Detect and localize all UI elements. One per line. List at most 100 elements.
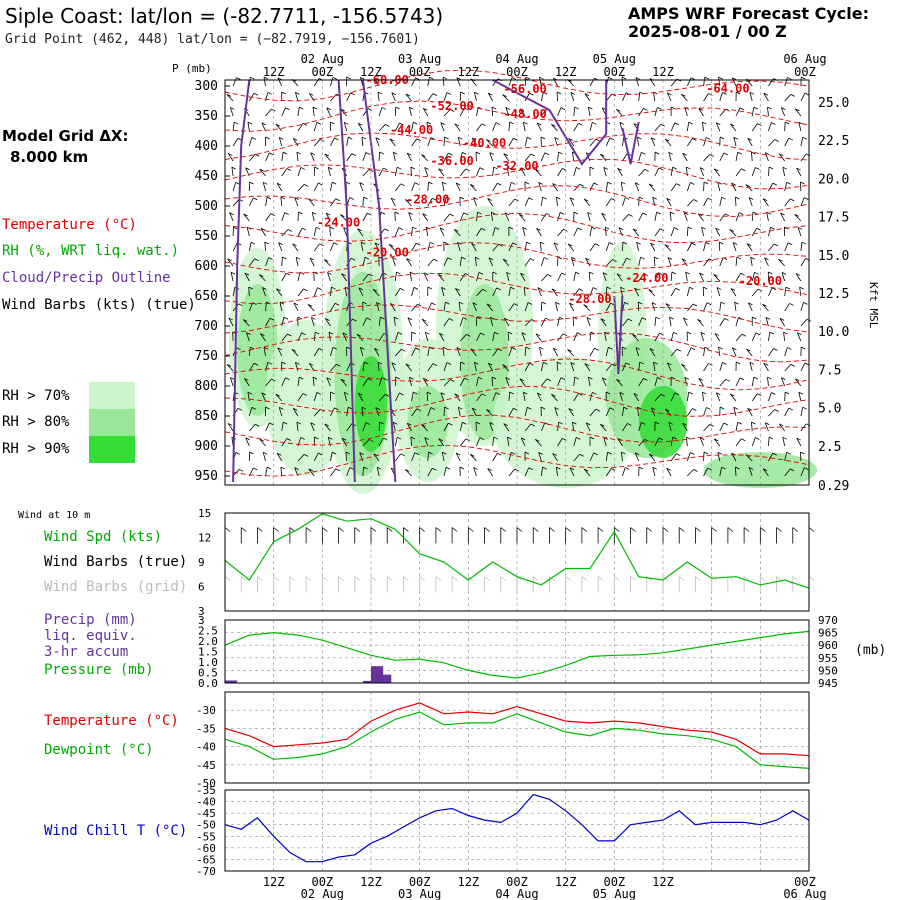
wind-barb xyxy=(687,138,693,147)
wind-barb xyxy=(540,213,547,222)
wind-barb xyxy=(586,317,592,320)
wind-barb xyxy=(486,409,493,417)
wind-barb xyxy=(751,377,755,387)
wind-barb xyxy=(377,92,380,102)
wind-barb xyxy=(432,197,437,201)
wind-barb xyxy=(459,168,467,177)
wind-barb xyxy=(725,378,730,382)
wind-barb xyxy=(626,257,631,261)
wind-barb xyxy=(406,258,412,267)
wind-barb xyxy=(476,437,481,447)
wind-barb xyxy=(459,107,465,117)
wind-barb xyxy=(249,153,256,162)
wind-panel-frame xyxy=(224,512,810,612)
wind-barb xyxy=(783,332,786,342)
wind-barb-10m xyxy=(695,527,701,532)
height-tick-label: 7.5 xyxy=(818,363,841,378)
wind-barb xyxy=(540,241,545,245)
wind-barb xyxy=(576,332,582,335)
wind-barb xyxy=(605,407,611,417)
wind-barb-10m xyxy=(565,527,571,532)
wind-barb xyxy=(681,363,686,367)
wind-barb xyxy=(462,317,468,320)
wind-barb xyxy=(237,408,243,411)
wind-barb xyxy=(293,408,298,411)
wind-barb xyxy=(287,333,292,337)
wind-barb xyxy=(263,77,266,87)
wind-barb xyxy=(379,421,384,425)
wind-barb xyxy=(524,197,530,207)
wind-barb xyxy=(508,77,513,87)
wind-barb xyxy=(297,167,302,177)
wind-barb xyxy=(405,469,412,477)
temperature-panel: -30-35-40-45-50 xyxy=(196,691,810,790)
wind-barb-grid xyxy=(808,576,815,581)
wind-barb xyxy=(439,333,445,342)
wind-barb xyxy=(735,168,742,177)
wind-barb xyxy=(569,197,575,207)
wind-barb xyxy=(358,287,364,297)
wind-barb xyxy=(407,152,412,156)
wind-barb xyxy=(524,181,530,185)
wind-barb xyxy=(529,362,534,366)
wind-barb xyxy=(800,258,806,267)
wind-barb xyxy=(378,167,384,177)
precip-label-3: 3-hr accum xyxy=(44,644,129,660)
wind-barb xyxy=(438,168,443,172)
wind-barb xyxy=(279,136,284,140)
wind-barb xyxy=(526,241,531,245)
wind-barb xyxy=(283,421,288,425)
precip-tick-label: 1.5 xyxy=(198,646,218,659)
wind-barb xyxy=(800,92,806,102)
wind-barb xyxy=(408,212,413,215)
wind-barb xyxy=(244,378,249,381)
wind-barb xyxy=(253,467,258,471)
wind-barb xyxy=(414,182,419,185)
wind-barb xyxy=(367,212,372,216)
wind-barb xyxy=(768,392,772,402)
wind-barb xyxy=(251,136,256,140)
wind-barb xyxy=(238,303,243,307)
wind-barb xyxy=(508,303,515,312)
wind-barb xyxy=(374,348,379,351)
isotherm-label: -28.00 xyxy=(406,193,449,207)
wind-barb xyxy=(331,451,337,455)
wind-barb xyxy=(788,137,794,141)
wind-barb xyxy=(481,228,486,231)
wind-barb xyxy=(706,407,711,410)
wind-barb xyxy=(784,391,790,395)
wind-barb xyxy=(786,451,791,455)
wind-barb xyxy=(491,211,496,215)
wind-barb xyxy=(427,286,432,290)
wind-barb xyxy=(414,452,419,455)
wind-barb xyxy=(313,227,317,237)
wind-barb xyxy=(536,228,542,237)
wind-barb xyxy=(332,76,338,80)
wind-barb xyxy=(605,452,609,462)
wind-barb xyxy=(600,318,607,327)
wind-barb xyxy=(539,346,544,350)
wind-barb xyxy=(539,77,542,87)
wind-barb xyxy=(313,452,319,462)
wind-barb xyxy=(405,363,411,367)
wind-barb xyxy=(472,302,478,306)
wind-barb xyxy=(683,212,689,215)
wind-barb xyxy=(648,289,656,297)
wind-barb xyxy=(734,302,737,312)
wind-barb xyxy=(443,302,446,312)
wind-barb xyxy=(278,242,283,245)
wind-barb xyxy=(735,317,739,327)
wind-barb xyxy=(437,273,443,277)
wind-barb xyxy=(619,122,624,125)
wind-barb xyxy=(730,393,737,402)
wind-barb xyxy=(411,182,416,192)
wind-barb-grid xyxy=(289,576,296,581)
wind-barb xyxy=(363,196,368,200)
wind-barb-10m xyxy=(760,527,766,532)
wind-barb xyxy=(424,167,429,170)
pressure-tick-label: 300 xyxy=(195,79,218,94)
wind-barb xyxy=(311,317,315,327)
wind-barb xyxy=(345,181,351,185)
wind-barb xyxy=(346,423,353,432)
